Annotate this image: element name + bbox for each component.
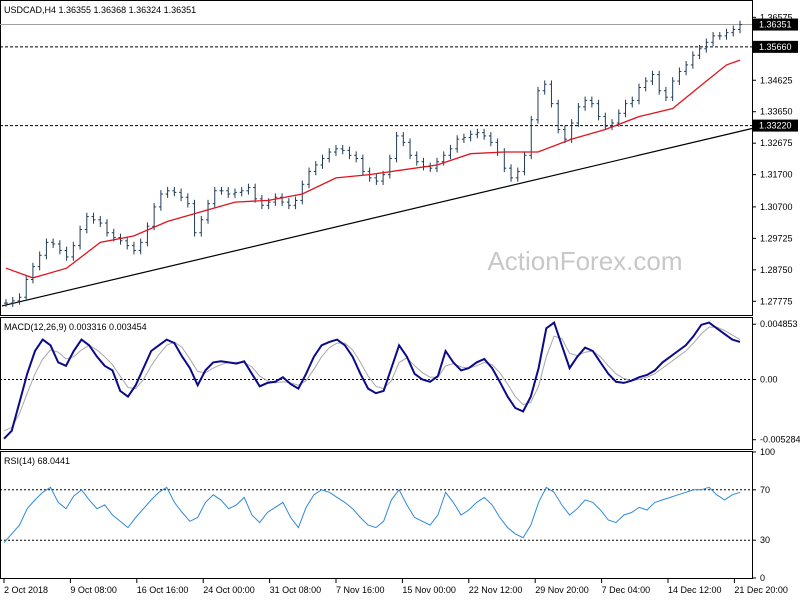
macd-layer: 0.004853 0.00 -0.005284 [0, 319, 800, 445]
price-y-tick-label: 1.36575 [760, 12, 793, 22]
macd-y-tick-label: 0.004853 [760, 319, 798, 329]
price-panel-title: USDCAD,H4 1.36355 1.36368 1.36324 1.3635… [4, 5, 196, 15]
x-axis-tick-label: 14 Dec 12:00 [668, 585, 722, 595]
x-axis-tick-label: 7 Nov 16:00 [336, 585, 385, 595]
rsi-panel-title: RSI(14) 68.0441 [4, 456, 70, 466]
rsi-y-tick-label: 100 [760, 447, 775, 457]
watermark: ActionForex.com [487, 246, 682, 276]
price-level-label: 1.36351 [759, 20, 792, 30]
price-y-tick-label: 1.30700 [760, 202, 793, 212]
x-axis-tick-label: 31 Oct 08:00 [270, 585, 322, 595]
x-axis-tick-label: 21 Dec 20:00 [734, 585, 788, 595]
rsi-y-tick-label: 30 [760, 535, 770, 545]
macd-signal-line [3, 326, 741, 432]
x-axis-tick-label: 16 Oct 16:00 [137, 585, 189, 595]
x-axis-tick-label: 29 Nov 20:00 [535, 585, 589, 595]
price-y-tick-label: 1.34625 [760, 75, 793, 85]
macd-panel-frame [0, 317, 753, 450]
macd-line [3, 320, 741, 440]
price-y-tick-label: 1.27775 [760, 296, 793, 306]
x-axis-tick-label: 9 Oct 08:00 [70, 585, 117, 595]
price-layer: 1.36575 1.34625 1.33650 1.32675 1.31700 1.307… [0, 12, 798, 307]
x-axis-tick-label: 15 Nov 00:00 [402, 585, 456, 595]
macd-y-tick-label: 0.00 [760, 375, 778, 385]
x-axis-tick-label: 22 Nov 12:00 [469, 585, 523, 595]
rsi-layer: 100 70 30 0 [0, 447, 775, 583]
price-level-label: 1.33220 [759, 121, 792, 131]
rsi-y-tick-label: 70 [760, 485, 770, 495]
x-axis-tick-label: 24 Oct 00:00 [203, 585, 255, 595]
rsi-panel-frame [0, 451, 753, 579]
price-level-label-box [752, 18, 798, 31]
macd-y-tick-label: -0.005284 [760, 435, 800, 445]
x-axis-tick-label: 7 Dec 04:00 [602, 585, 651, 595]
rsi-line [3, 486, 741, 544]
x-axis-tick-label: 2 Oct 2018 [4, 585, 48, 595]
price-y-tick-label: 1.29725 [760, 233, 793, 243]
trendline [1, 127, 753, 307]
price-level-label-box [752, 40, 798, 53]
price-y-tick-label: 1.31700 [760, 170, 793, 180]
price-level-label-box [752, 119, 798, 132]
price-y-tick-label: 1.28750 [760, 265, 793, 275]
rsi-y-tick-label: 0 [760, 573, 765, 583]
moving-average-line [5, 59, 741, 279]
x-axis: 2 Oct 2018 9 Oct 08:00 16 Oct 16:00 24 Oct … [3, 578, 788, 595]
price-panel-frame [0, 0, 753, 316]
price-level-label: 1.35660 [759, 42, 792, 52]
price-y-tick-label: 1.32675 [760, 138, 793, 148]
price-y-tick-label: 1.33650 [760, 107, 793, 117]
macd-panel-title: MACD(12,26,9) 0.003316 0.003454 [4, 322, 147, 332]
